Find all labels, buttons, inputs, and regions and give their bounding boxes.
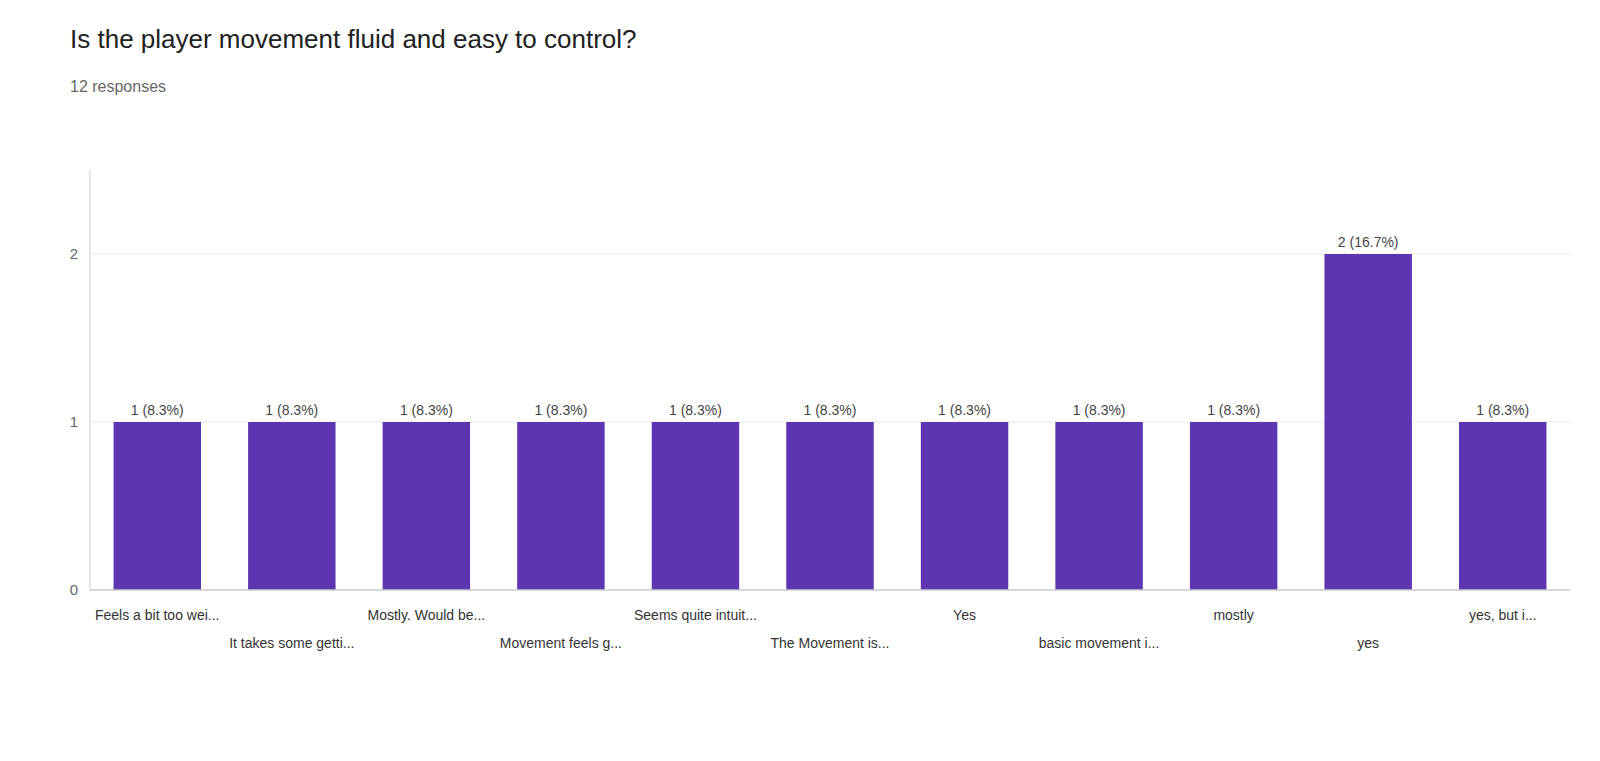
grid-line [90,590,1570,591]
bar [1324,254,1411,590]
data-label: 1 (8.3%) [804,402,857,418]
x-tick-label: Feels a bit too wei... [95,607,220,623]
y-tick-label: 1 [70,413,78,430]
data-label: 1 (8.3%) [1207,402,1260,418]
bar [114,422,201,590]
data-label: 2 (16.7%) [1338,234,1399,250]
data-label: 1 (8.3%) [669,402,722,418]
bar [517,422,604,590]
bar [1190,422,1277,590]
data-label: 1 (8.3%) [534,402,587,418]
x-tick-label: Movement feels g... [500,635,622,651]
title: Is the player movement fluid and easy to… [70,24,637,54]
chart-container: Is the player movement fluid and easy to… [0,0,1600,761]
bar [248,422,335,590]
x-tick-label: Yes [953,607,976,623]
x-tick-label: Seems quite intuit... [634,607,757,623]
bar [652,422,739,590]
grid [90,254,1570,590]
x-tick-label: Mostly. Would be... [367,607,485,623]
bars [114,254,1547,590]
page: {"chart_data": {"type": "bar", "title": … [0,0,1600,761]
data-label: 1 (8.3%) [131,402,184,418]
data-label: 1 (8.3%) [1073,402,1126,418]
y-tick-label: 0 [70,581,78,598]
bar [921,422,1008,590]
x-tick-label: mostly [1213,607,1253,623]
bar [1055,422,1142,590]
x-axis-line [90,589,1570,591]
x-tick-label: yes [1357,635,1379,651]
y-tick-label: 2 [70,245,78,262]
bar [786,422,873,590]
bar [1459,422,1546,590]
subtitle: 12 responses [70,78,166,95]
x-tick-label: It takes some getti... [229,635,354,651]
x-tick-label: yes, but i... [1469,607,1537,623]
chart-svg: Is the player movement fluid and easy to… [0,0,1600,761]
y-axis-line [90,170,91,590]
data-label: 1 (8.3%) [400,402,453,418]
data-label: 1 (8.3%) [265,402,318,418]
x-tick-label: The Movement is... [770,635,889,651]
x-tick-label: basic movement i... [1039,635,1160,651]
data-label: 1 (8.3%) [1476,402,1529,418]
data-label: 1 (8.3%) [938,402,991,418]
bar [383,422,470,590]
